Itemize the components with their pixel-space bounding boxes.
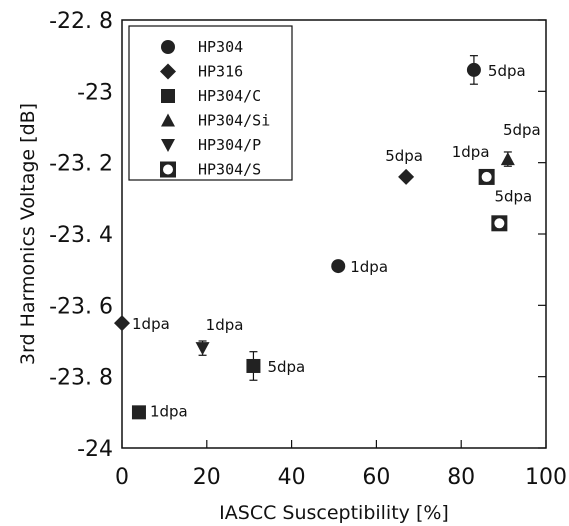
- x-tick-label: 60: [362, 465, 390, 490]
- legend-marker-hp304-c: [161, 89, 175, 103]
- x-axis-title: IASCC Susceptibility [%]: [219, 502, 449, 524]
- legend-label: HP316: [198, 63, 243, 81]
- x-tick-labels: 0 20 40 60 80 100: [115, 465, 567, 490]
- point-hp304-c: [131, 405, 146, 420]
- legend-label: HP304/Si: [198, 112, 270, 130]
- data-marks: 1dpa 5dpa 1dpa 5dpa 1dpa 5dpa 5dpa 1dpa 1dpa 5dpa: [114, 55, 541, 420]
- point-annotation: 5dpa: [494, 187, 532, 205]
- point-hp304-si: [500, 152, 515, 166]
- x-tick-label: 20: [193, 465, 221, 490]
- legend-marker-hp304-si: [161, 113, 175, 127]
- y-tick-label: -22. 8: [49, 9, 113, 34]
- y-tick-label: -24: [77, 437, 113, 462]
- y-axis-title: 3rd Harmonics Voltage [dB]: [17, 103, 39, 365]
- legend-label: HP304/S: [198, 161, 261, 179]
- legend-marker-hp304-s-inner: [163, 164, 173, 175]
- y-tick-label: -23. 2: [49, 152, 113, 177]
- point-annotation: 1dpa: [206, 316, 244, 334]
- point-annotation: 5dpa: [267, 358, 305, 376]
- legend-marker-hp304-p: [161, 139, 175, 152]
- x-tick-label: 100: [525, 465, 567, 490]
- point-hp316: [114, 315, 130, 332]
- axis-ticks: [121, 19, 547, 449]
- point-hp304: [331, 259, 346, 274]
- point-hp304-s: [478, 168, 495, 185]
- point-hp304-s-inner: [494, 218, 505, 229]
- legend-label: HP304/C: [198, 87, 261, 105]
- point-annotation: 1dpa: [150, 402, 188, 420]
- point-hp304-p: [195, 342, 210, 356]
- x-tick-label: 80: [447, 465, 475, 490]
- point-hp304-c: [246, 358, 261, 373]
- point-hp316: [398, 168, 415, 185]
- y-tick-label: -23. 6: [49, 294, 113, 319]
- point-annotation: 1dpa: [350, 258, 388, 276]
- point-annotation: 1dpa: [452, 143, 490, 161]
- point-hp304-s: [491, 215, 508, 232]
- legend-box: [128, 25, 293, 181]
- x-tick-label: 0: [115, 465, 129, 490]
- point-hp304-s-inner: [481, 171, 492, 182]
- point-annotation: 5dpa: [488, 62, 526, 80]
- point-hp304: [466, 62, 481, 77]
- legend-marker-hp304-s: [160, 161, 176, 178]
- point-annotation: 1dpa: [132, 315, 170, 333]
- y-tick-label: -23: [77, 80, 113, 105]
- legend-label: HP304: [198, 38, 243, 56]
- x-tick-label: 40: [278, 465, 306, 490]
- point-annotation: 5dpa: [503, 121, 541, 139]
- point-annotation: 5dpa: [385, 147, 423, 165]
- y-tick-label: -23. 8: [49, 366, 113, 391]
- legend-marker-hp316: [160, 63, 176, 80]
- legend-label: HP304/P: [198, 136, 261, 154]
- legend-marker-hp304: [161, 40, 175, 54]
- y-tick-label: -23. 4: [49, 223, 113, 248]
- legend: HP304 HP316 HP304/C HP304/Si HP304/P HP304/S: [128, 25, 293, 181]
- y-tick-labels: -22. 8 -23 -23. 2 -23. 4 -23. 6 -23. 8 -24: [49, 9, 113, 462]
